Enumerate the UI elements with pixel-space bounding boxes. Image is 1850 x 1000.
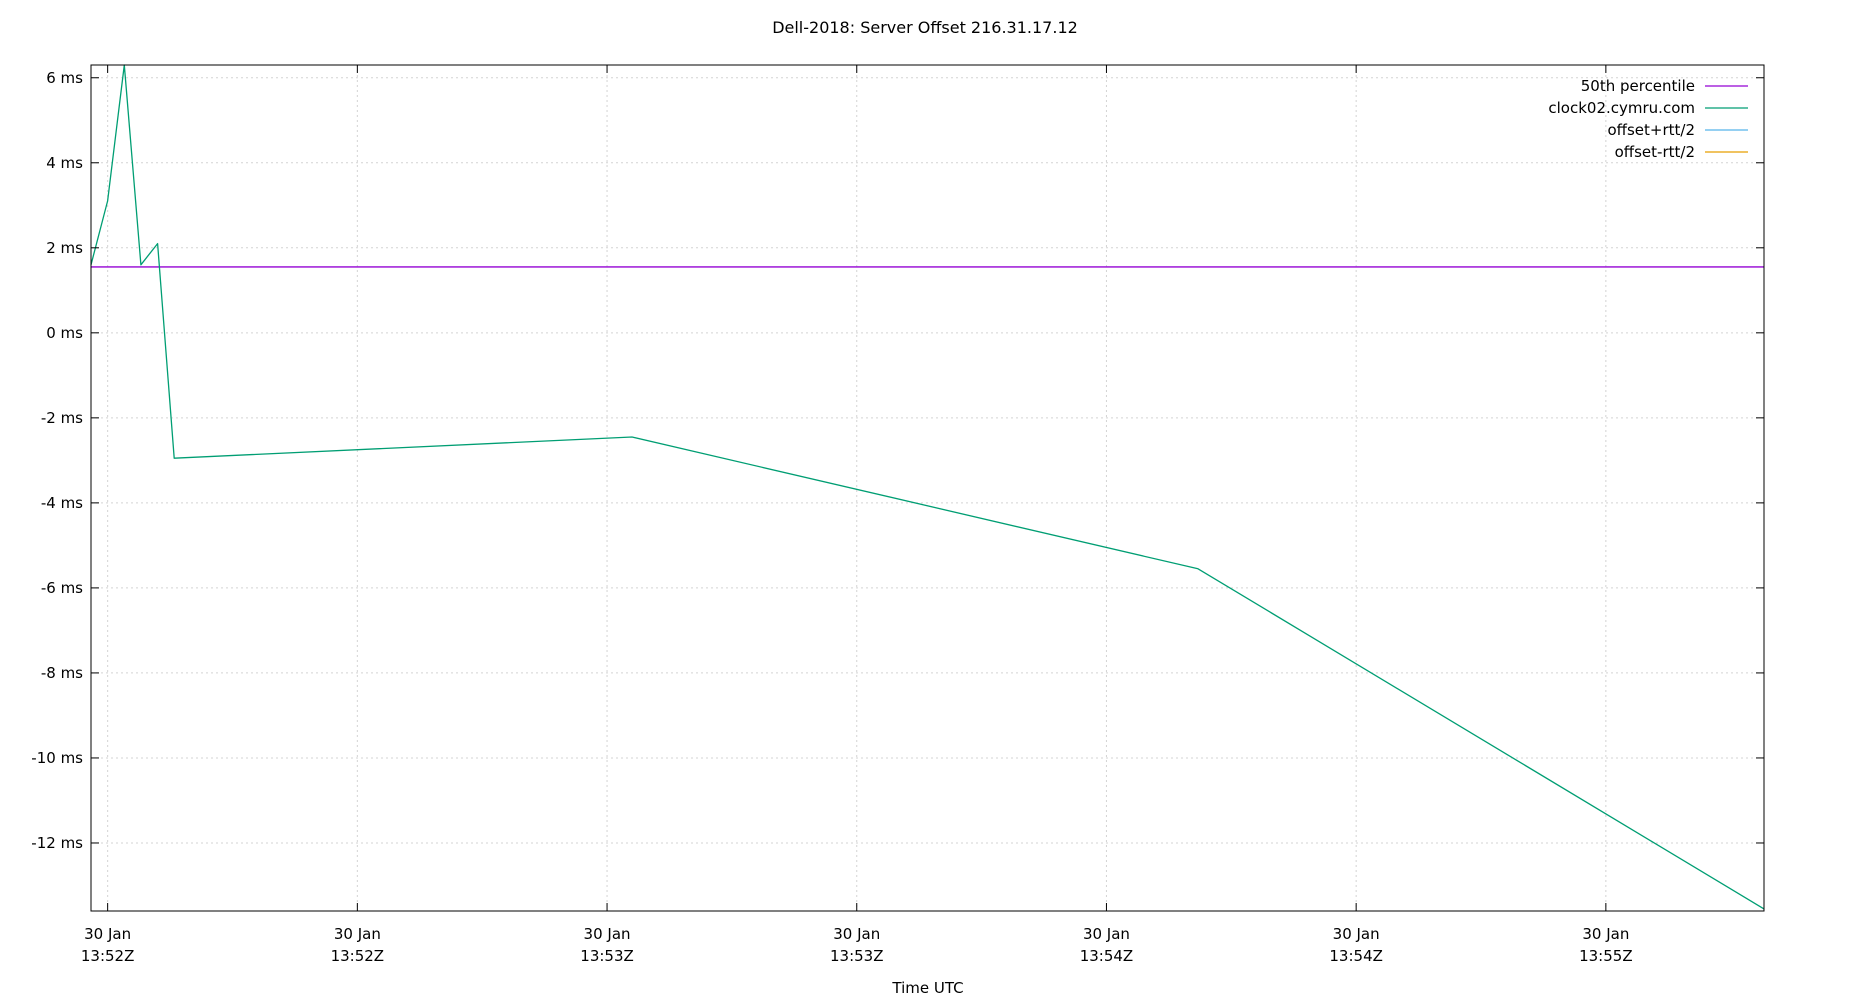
chart-title: Dell-2018: Server Offset 216.31.17.12 (772, 18, 1078, 37)
x-tick-label-line: 13:52Z (331, 947, 385, 965)
y-tick-label: 0 ms (46, 324, 83, 342)
y-tick-label: 2 ms (46, 239, 83, 257)
x-tick-label-line: 30 Jan (334, 925, 381, 943)
x-tick-label-line: 30 Jan (584, 925, 631, 943)
x-tick-label-line: 30 Jan (1083, 925, 1130, 943)
x-tick-label-line: 13:52Z (81, 947, 135, 965)
legend: 50th percentile clock02.cymru.com offset+r… (1548, 77, 1748, 161)
y-tick-label: 6 ms (46, 69, 83, 87)
y-tick-label: -2 ms (41, 409, 83, 427)
plot-frame (90, 64, 1765, 912)
grid-layer (91, 65, 1764, 911)
y-tick-label: 4 ms (46, 154, 83, 172)
series-line-1 (90, 64, 1765, 910)
y-tick-label: -10 ms (31, 749, 83, 767)
x-tick-label: 30 Jan 13:52Z (331, 925, 385, 965)
x-tick-label-line: 30 Jan (1582, 925, 1629, 943)
x-tick-label-line: 30 Jan (84, 925, 131, 943)
x-tick-label-line: 13:55Z (1579, 947, 1633, 965)
x-tick-label-line: 30 Jan (1333, 925, 1380, 943)
x-tick-label: 30 Jan 13:55Z (1579, 925, 1633, 965)
series-layer (90, 64, 1765, 910)
y-tick-label: -6 ms (41, 579, 83, 597)
x-tick-label: 30 Jan 13:53Z (580, 925, 634, 965)
legend-label: 50th percentile (1581, 77, 1695, 95)
y-tick-label: -4 ms (41, 494, 83, 512)
legend-label: offset+rtt/2 (1607, 121, 1695, 139)
x-tick-label-line: 13:53Z (580, 947, 634, 965)
x-tick-label-line: 30 Jan (833, 925, 880, 943)
x-tick-label-line: 13:54Z (1080, 947, 1134, 965)
legend-label: offset-rtt/2 (1615, 143, 1695, 161)
x-tick-label: 30 Jan 13:52Z (81, 925, 135, 965)
x-tick-label-line: 13:54Z (1329, 947, 1383, 965)
x-tick-label: 30 Jan 13:54Z (1329, 925, 1383, 965)
legend-label: clock02.cymru.com (1548, 99, 1695, 117)
y-tick-label: -12 ms (31, 834, 83, 852)
y-tick-label: -8 ms (41, 664, 83, 682)
x-tick-label: 30 Jan 13:54Z (1080, 925, 1134, 965)
x-tick-label-line: 13:53Z (830, 947, 884, 965)
x-tick-label: 30 Jan 13:53Z (830, 925, 884, 965)
y-axis: 6 ms 4 ms 2 ms 0 ms -2 ms -4 ms -6 ms -8 ms -10 … (31, 69, 1764, 852)
x-axis-label: Time UTC (891, 979, 963, 997)
